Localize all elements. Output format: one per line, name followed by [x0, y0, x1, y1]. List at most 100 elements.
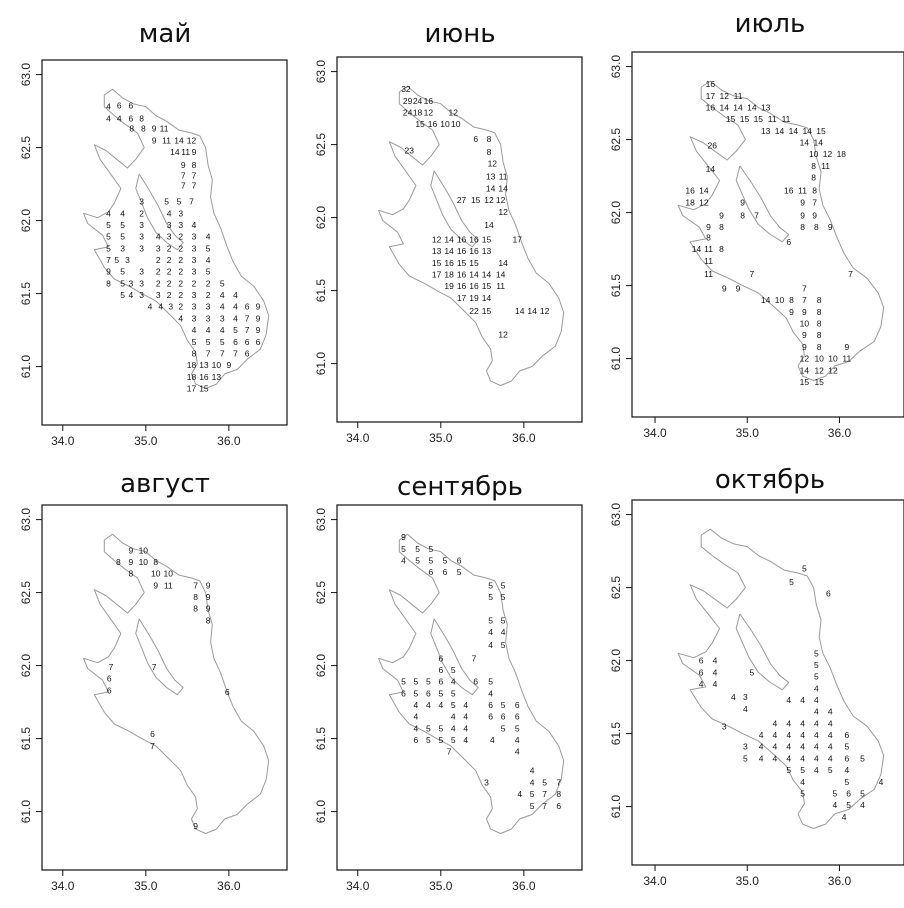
- value-label: 14: [789, 126, 799, 136]
- value-label: 4: [451, 712, 456, 722]
- value-label: 2: [178, 232, 183, 242]
- value-label: 23: [405, 145, 415, 155]
- value-label: 11: [499, 172, 508, 182]
- lake-shoreline: [677, 80, 885, 381]
- value-label: 4: [414, 712, 419, 722]
- value-label: 7: [754, 211, 759, 221]
- value-label: 5: [844, 742, 849, 752]
- value-label: 9: [152, 135, 157, 145]
- value-label: 6: [401, 688, 406, 698]
- value-label: 5: [814, 672, 819, 682]
- value-label: 8: [128, 569, 133, 579]
- value-label: 7: [802, 284, 807, 294]
- y-tick-label: 62.5: [19, 136, 33, 160]
- value-label: 17: [706, 91, 716, 101]
- value-label: 6: [515, 700, 520, 710]
- value-label: 6: [233, 337, 238, 347]
- value-label: 4: [713, 679, 718, 689]
- value-label: 4: [128, 290, 133, 300]
- value-label: 5: [501, 592, 506, 602]
- value-label: 4: [517, 789, 522, 799]
- value-label: 6: [826, 588, 831, 598]
- value-label: 7: [472, 653, 477, 663]
- y-tick-label: 63.0: [314, 508, 328, 532]
- value-label: 11: [734, 91, 743, 101]
- value-label: 15: [457, 258, 467, 268]
- value-label: 10: [451, 119, 461, 129]
- value-label: 9: [722, 284, 727, 294]
- value-label: 5: [106, 220, 111, 230]
- value-label: 6: [438, 677, 443, 687]
- value-label: 4: [414, 723, 419, 733]
- value-label: 5: [501, 700, 506, 710]
- value-label: 3: [139, 278, 144, 288]
- value-label: 5: [426, 677, 431, 687]
- value-label: 4: [800, 753, 805, 763]
- lake-shoreline: [378, 85, 565, 386]
- value-label: 7: [245, 325, 250, 335]
- plot-frame: [631, 51, 904, 418]
- value-label: 13: [212, 372, 222, 382]
- value-label: 8: [814, 222, 819, 232]
- value-label: 14: [486, 183, 496, 193]
- value-label: 5: [844, 777, 849, 787]
- value-label: 13: [761, 102, 771, 112]
- value-label: 5: [789, 577, 794, 587]
- x-tick-label: 35.0: [429, 431, 453, 445]
- value-label: 11: [798, 186, 807, 196]
- value-label: 2: [192, 278, 197, 288]
- value-label: 8: [719, 244, 724, 254]
- value-label: 7: [812, 197, 817, 207]
- panel-title: май: [139, 19, 191, 49]
- value-label: 8: [817, 330, 822, 340]
- value-label: 4: [488, 627, 493, 637]
- value-label: 15: [199, 384, 209, 394]
- value-label: 29: [403, 96, 413, 106]
- value-label: 24: [413, 96, 423, 106]
- value-label: 14: [800, 365, 810, 375]
- value-label: 5: [488, 580, 493, 590]
- value-label: 12: [498, 329, 508, 339]
- value-label: 3: [167, 232, 172, 242]
- value-label: 8: [139, 113, 144, 123]
- value-label: 13: [482, 246, 492, 256]
- value-label: 4: [860, 800, 865, 810]
- value-label: 4: [800, 718, 805, 728]
- value-label: 5: [860, 788, 865, 798]
- value-label: 5: [177, 197, 182, 207]
- value-label: 9: [128, 545, 133, 555]
- map-panel-5: сентябрь 34.0 35.0 36.0 63.0 62.5 62.0 61.5 61.0…: [314, 472, 583, 893]
- value-label: 2: [206, 278, 211, 288]
- y-tick-label: 61.0: [19, 800, 33, 824]
- value-label: 6: [844, 730, 849, 740]
- value-label: 5: [814, 648, 819, 658]
- value-label: 5: [114, 255, 119, 265]
- value-label: 4: [206, 325, 211, 335]
- value-label: 17: [187, 384, 197, 394]
- value-label: 3: [206, 313, 211, 323]
- value-label: 5: [428, 555, 433, 565]
- value-label: 7: [542, 789, 547, 799]
- value-label: 4: [786, 753, 791, 763]
- value-label: 4: [106, 208, 111, 218]
- value-label: 5: [120, 290, 125, 300]
- value-label: 11: [704, 244, 713, 254]
- value-label: 4: [233, 313, 238, 323]
- value-label: 5: [743, 753, 748, 763]
- x-tick-label: 36.0: [828, 426, 852, 440]
- value-label: 6: [699, 656, 704, 666]
- value-label: 8: [192, 160, 197, 170]
- value-label: 7: [220, 348, 225, 358]
- value-label: 6: [414, 735, 419, 745]
- value-label: 14: [496, 270, 506, 280]
- value-label: 2: [156, 278, 161, 288]
- value-label: 8: [817, 295, 822, 305]
- value-label: 15: [482, 281, 492, 291]
- value-label: 16: [706, 79, 716, 89]
- value-label: 15: [415, 119, 425, 129]
- value-label: 11: [704, 256, 713, 266]
- value-label: 3: [139, 267, 144, 277]
- y-tick-label: 63.0: [19, 508, 33, 532]
- value-label: 7: [152, 662, 157, 672]
